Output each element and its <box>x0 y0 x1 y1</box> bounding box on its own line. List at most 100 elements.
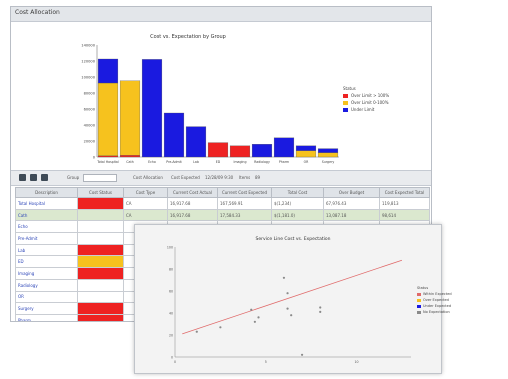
scatter-window: Service Line Cost vs. Expectation 0 20 40 60… <box>134 224 452 374</box>
refresh-icon[interactable] <box>30 174 37 181</box>
table-cell: 167,569.91 <box>217 197 272 210</box>
bar-segment <box>141 59 163 158</box>
row-name-link[interactable]: Radiology <box>15 278 78 292</box>
bar-segment <box>163 112 185 158</box>
legend-label: Under Limit <box>351 107 375 112</box>
bar-segment <box>251 144 273 158</box>
group-label: Group <box>67 175 80 180</box>
scatter-point <box>253 320 256 323</box>
y-tick-label: 140000 <box>81 44 95 48</box>
row-name-link[interactable]: Lab <box>15 243 78 257</box>
column-header[interactable]: Current Cost Expected <box>217 187 272 198</box>
scatter-point <box>300 353 304 356</box>
status-cell <box>77 197 124 210</box>
export-icon[interactable] <box>41 174 48 181</box>
y-tick-label: 100 <box>167 245 173 249</box>
bar-segment <box>317 152 339 158</box>
y-tick-label: 20 <box>169 333 173 337</box>
y-tick-label: 0 <box>171 355 173 359</box>
y-tick-label: 40000 <box>84 124 96 128</box>
table-cell: 16,917.68 <box>167 197 218 210</box>
group-field[interactable] <box>83 174 117 182</box>
status-cell <box>77 302 124 315</box>
row-name-link[interactable]: Cath <box>15 208 78 222</box>
row-name-link[interactable]: ED <box>15 255 78 269</box>
status-cell <box>77 220 124 234</box>
legend-swatch-red <box>417 292 421 296</box>
items-value: 89 <box>255 175 261 180</box>
table-cell: 67,976.43 <box>323 197 380 210</box>
legend-swatch-gray <box>417 310 421 314</box>
row-name-link[interactable]: Echo <box>15 220 78 234</box>
x-tick-label: OR <box>304 160 310 164</box>
bar-segment <box>97 155 119 158</box>
legend-label: Within Expected <box>423 292 452 296</box>
table-cell: $(1,181.0) <box>271 208 324 222</box>
bar-segment <box>229 145 251 158</box>
column-header[interactable]: Cost Type <box>123 187 168 198</box>
scatter-point <box>286 307 289 310</box>
row-name-link[interactable]: Pre-Admit <box>15 232 78 245</box>
column-header[interactable]: Cost Expected Total <box>379 187 430 198</box>
legend-swatch-yellow <box>343 100 348 105</box>
bar-segment <box>97 82 119 156</box>
bar-segment <box>97 58 119 84</box>
y-tick-label: 60000 <box>84 108 96 112</box>
y-tick-label: 20000 <box>84 140 96 144</box>
scatter-point <box>282 276 286 279</box>
status-cell <box>77 313 124 321</box>
legend-swatch-blue <box>343 107 348 112</box>
status-cell <box>77 232 124 245</box>
bar-chart-legend: Status Over Limit > 100% Over Limit 0-10… <box>343 85 389 113</box>
x-tick-label: Imaging <box>234 160 247 164</box>
table-row[interactable]: Cath CA 16,917.68 17,584.33 $(1,181.0) 13,087… <box>15 208 430 222</box>
x-tick-label: Echo <box>148 160 156 164</box>
y-tick-label: 120000 <box>81 60 95 64</box>
row-name-link[interactable]: Surgery <box>15 302 78 315</box>
legend-label: Over Expected <box>423 298 449 302</box>
cost-expected-value: 12/28/09 9:30 <box>205 175 234 180</box>
column-header[interactable]: Cost Status <box>77 187 124 198</box>
table-cell: 13,087.18 <box>323 208 380 222</box>
y-tick-label: 0 <box>93 156 96 160</box>
row-name-link[interactable]: Pharm <box>15 313 78 321</box>
y-tick-label: 80 <box>169 267 173 271</box>
column-header[interactable]: Current Cost Actual <box>167 187 218 198</box>
bar-legend-item: Under Limit <box>343 106 389 113</box>
bar-segment <box>185 126 207 158</box>
scatter-point <box>219 326 222 329</box>
column-header[interactable]: Over Budget <box>323 187 380 198</box>
bar-segment <box>295 150 317 158</box>
y-tick-label: 80000 <box>84 92 96 96</box>
table-row[interactable]: Total Hospital CA 16,917.68 167,569.91 $(1,2… <box>15 197 430 210</box>
scatter-chart-legend: Status Within Expected Over Expected Und… <box>417 285 452 315</box>
y-tick-label: 100000 <box>81 76 95 80</box>
y-tick-label: 40 <box>169 311 173 315</box>
x-tick-label: 10 <box>355 360 359 364</box>
items-label: Items <box>239 175 251 180</box>
table-cell: CA <box>123 208 168 222</box>
y-tick-label: 60 <box>169 289 173 293</box>
legend-label: Over Limit > 100% <box>351 93 390 98</box>
status-cell <box>77 255 124 269</box>
scatter-point <box>319 310 322 313</box>
legend-label: Over Limit 0-100% <box>351 100 389 105</box>
table-cell: 16,917.68 <box>167 208 218 222</box>
table-cell: 98,614 <box>379 208 430 222</box>
table-cell: $(1,234) <box>271 197 324 210</box>
bar-legend-item: Over Limit > 100% <box>343 92 389 99</box>
status-cell <box>77 208 124 222</box>
scatter-legend-item: Within Expected <box>417 291 452 297</box>
row-name-link[interactable]: Total Hospital <box>15 197 78 210</box>
first-page-icon[interactable] <box>19 174 26 181</box>
bar-segment <box>317 148 339 153</box>
legend-swatch-red <box>343 93 348 98</box>
column-header[interactable]: Total Cost <box>271 187 324 198</box>
status-cell <box>77 243 124 257</box>
scatter-point <box>195 330 198 333</box>
column-header[interactable]: Description <box>15 187 78 198</box>
legend-swatch-yellow <box>417 298 421 302</box>
row-name-link[interactable]: Imaging <box>15 267 78 280</box>
x-tick-label: Cath <box>126 160 133 164</box>
row-name-link[interactable]: OR <box>15 290 78 304</box>
